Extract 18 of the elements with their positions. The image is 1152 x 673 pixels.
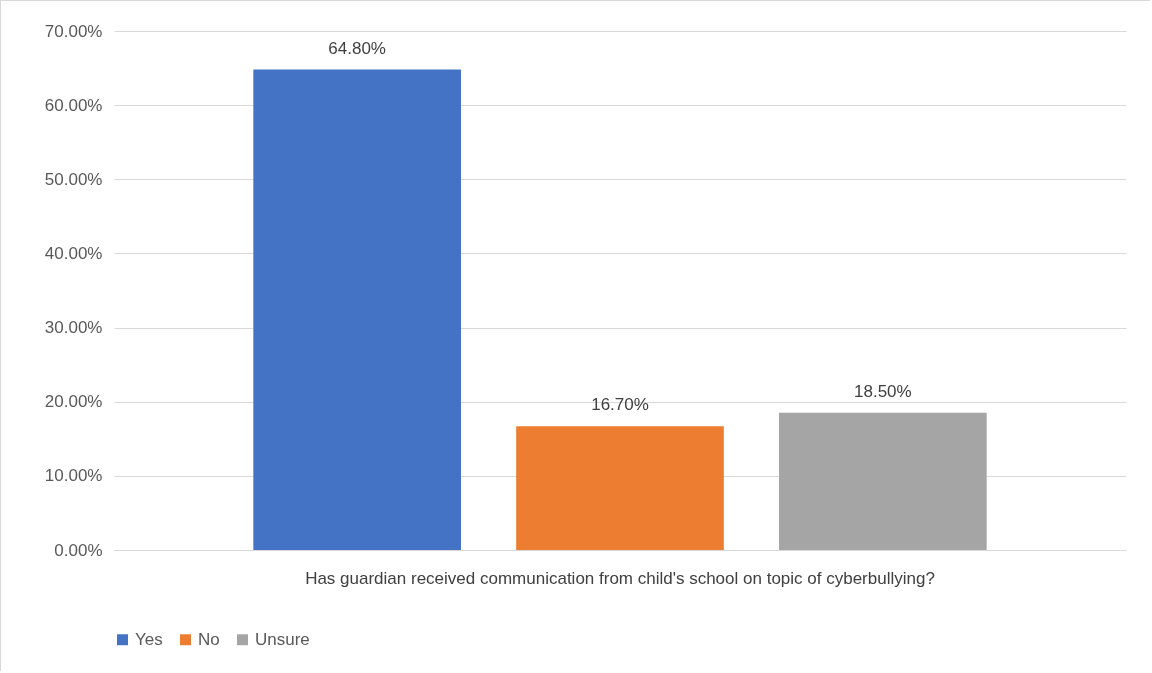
bar: [779, 412, 987, 550]
y-tick-label: 60.00%: [44, 95, 103, 115]
data-label: 64.80%: [328, 38, 386, 58]
y-tick-label: 70.00%: [44, 21, 103, 41]
bar: [253, 69, 461, 550]
y-tick-label: 50.00%: [44, 169, 103, 189]
legend-label: No: [198, 629, 220, 649]
y-tick-label: 40.00%: [44, 243, 103, 263]
legend-label: Yes: [135, 629, 163, 649]
data-label: 16.70%: [591, 395, 649, 415]
x-tick-label: Has guardian received communication from child's school on topic of cyberbullying?: [305, 568, 935, 588]
y-tick-label: 0.00%: [54, 540, 103, 560]
y-tick-label: 10.00%: [44, 466, 103, 486]
y-tick-label: 30.00%: [44, 318, 103, 338]
y-tick-label: 20.00%: [44, 392, 103, 412]
legend-label: Unsure: [255, 629, 310, 649]
bar: [516, 426, 724, 550]
data-label: 18.50%: [854, 381, 912, 401]
